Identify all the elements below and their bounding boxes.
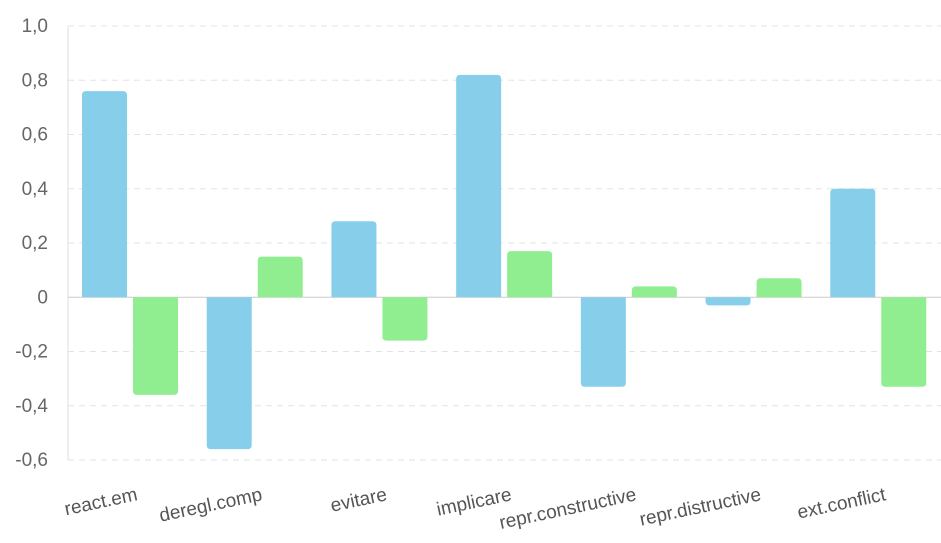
y-tick-label: 0,6 [22, 125, 48, 146]
y-tick-label: 0 [37, 287, 48, 308]
y-tick-label: -0,4 [15, 396, 48, 417]
x-category-label: evitare [329, 484, 389, 516]
bar-implicare-series-1 [456, 74, 502, 298]
bar-repr-constructive-series-2 [631, 286, 677, 298]
y-tick-label: -0,2 [15, 342, 48, 363]
bar-repr-distructive-series-1 [705, 297, 751, 306]
bar-react-em-series-2 [133, 297, 178, 395]
x-category-label: ext.conflict [796, 484, 889, 523]
bar-evitare-series-1 [331, 221, 377, 298]
bar-repr-distructive-series-2 [756, 278, 802, 298]
bar-repr-constructive-series-1 [580, 297, 626, 387]
y-tick-label: 0,4 [22, 179, 49, 200]
x-category-label: deregl.comp [157, 484, 264, 526]
bar-react-em-series-1 [82, 91, 127, 298]
bar-ext-conflict-series-1 [830, 188, 876, 298]
y-tick-label: -0,6 [15, 450, 48, 471]
x-axis-category-labels: react.em deregl.comp evitare implicarerepr.… [63, 484, 889, 534]
y-tick-label: 0,8 [22, 70, 48, 91]
grid-lines [68, 25, 941, 461]
bar-ext-conflict-series-2 [881, 297, 927, 387]
bar-evitare-series-2 [382, 297, 428, 341]
bars [82, 74, 927, 450]
y-tick-label: 1,0 [22, 16, 48, 37]
x-category-label: repr.constructive [498, 484, 639, 534]
x-category-label: repr.distructive [638, 484, 763, 530]
bar-implicare-series-2 [507, 251, 553, 298]
y-axis-tick-labels: 1,0 0,8 0,6 0,4 0,2 0 -0,2 -0,4 -0,6 [15, 16, 48, 471]
y-tick-label: 0,2 [22, 233, 48, 254]
bar-deregl-comp-series-1 [206, 297, 252, 450]
x-category-label: react.em [63, 484, 140, 520]
bar-deregl-comp-series-2 [257, 256, 303, 298]
